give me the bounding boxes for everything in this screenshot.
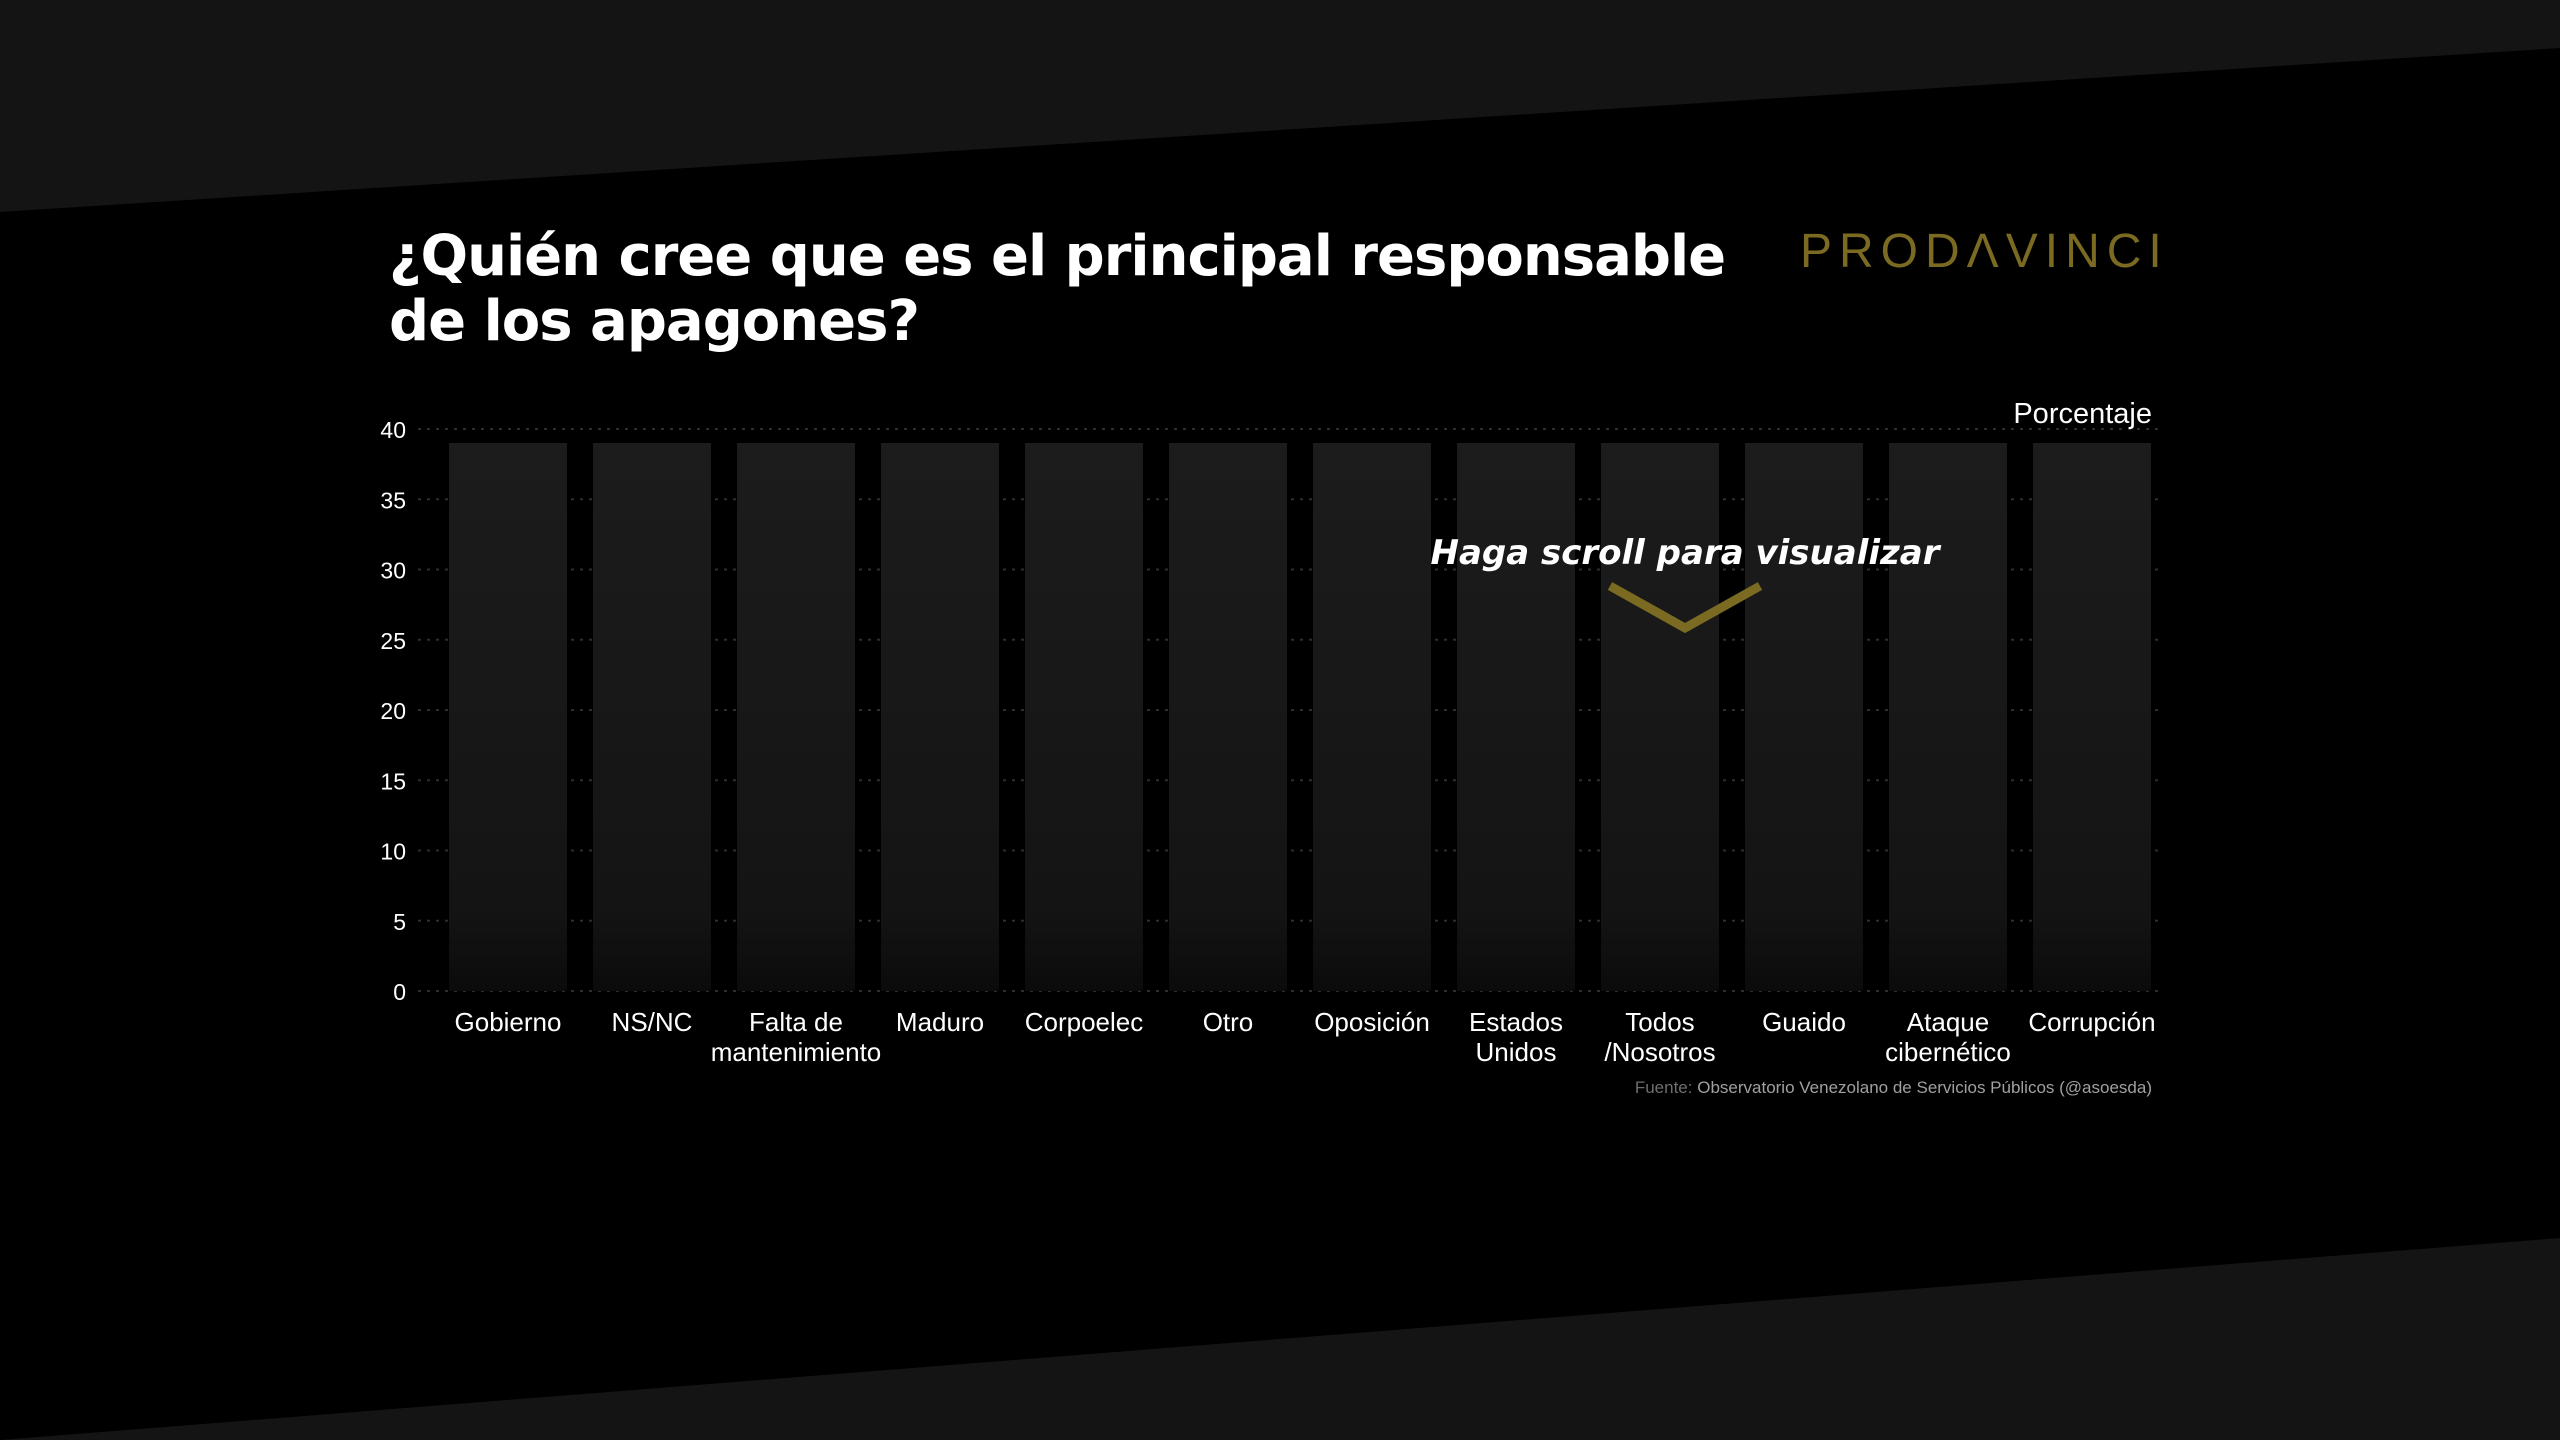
bar[interactable] <box>1889 443 2007 991</box>
bar[interactable] <box>737 443 855 991</box>
bar[interactable] <box>2033 443 2151 991</box>
x-category-label-line: Gobierno <box>455 1007 562 1037</box>
y-tick-label: 25 <box>380 628 406 654</box>
chart-title-line-2: de los apagones? <box>389 289 920 354</box>
x-category-label-line: cibernético <box>1885 1037 2011 1067</box>
source-note: Fuente: Observatorio Venezolano de Servi… <box>1400 1076 2152 1100</box>
x-category-label: Corpoelec <box>1025 1007 1144 1037</box>
x-category-label-line: mantenimiento <box>711 1037 882 1067</box>
x-axis-labels: Gobierno NS/NC Falta de mantenimiento Maduro… <box>455 1007 2156 1067</box>
source-link[interactable]: Observatorio Venezolano de Servicios Púb… <box>1697 1078 2152 1097</box>
bar[interactable] <box>1025 443 1143 991</box>
bar[interactable] <box>1313 443 1431 991</box>
y-tick-label: 20 <box>380 698 406 724</box>
prodavinci-logo[interactable]: PRODΛVINCI <box>1800 225 2169 278</box>
bar[interactable] <box>1169 443 1287 991</box>
bar[interactable] <box>1601 443 1719 991</box>
source-prefix: Fuente: <box>1634 1078 1693 1097</box>
y-tick-label: 35 <box>380 487 406 513</box>
x-category-label: NS/NC <box>612 1007 693 1037</box>
x-category-label: Oposición <box>1314 1007 1430 1037</box>
y-tick-label: 30 <box>380 558 406 584</box>
x-category-label: Falta de mantenimiento <box>711 1007 882 1067</box>
bottom-diagonal-band <box>0 1238 2560 1440</box>
x-category-label: Ataque cibernético <box>1885 1007 2011 1067</box>
x-category-label-line: Corpoelec <box>1025 1007 1144 1037</box>
x-category-label: Otro <box>1203 1007 1254 1037</box>
scroll-down-chevron-icon[interactable] <box>1607 582 1763 634</box>
x-category-label-line: Unidos <box>1476 1037 1557 1067</box>
top-diagonal-band <box>0 0 2560 212</box>
x-category-label: Guaido <box>1762 1007 1846 1037</box>
x-category-label: Maduro <box>896 1007 984 1037</box>
x-category-label-line: Guaido <box>1762 1007 1846 1037</box>
y-axis-label: Porcentaje <box>2013 398 2152 430</box>
x-category-label-line: Oposición <box>1314 1007 1430 1037</box>
chart-title-line-1: ¿Quién cree que es el principal responsa… <box>389 224 1726 289</box>
bars <box>449 443 2151 991</box>
x-category-label-line: Todos <box>1625 1007 1694 1037</box>
y-axis-ticks: 0 5 10 15 20 25 30 35 40 <box>380 417 406 1005</box>
x-category-label-line: Otro <box>1203 1007 1254 1037</box>
bar[interactable] <box>449 443 567 991</box>
x-category-label: Gobierno <box>455 1007 562 1037</box>
x-category-label: Corrupción <box>2028 1007 2155 1037</box>
bar[interactable] <box>881 443 999 991</box>
bar[interactable] <box>593 443 711 991</box>
x-category-label-line: NS/NC <box>612 1007 693 1037</box>
x-category-label-line: /Nosotros <box>1604 1037 1715 1067</box>
bar[interactable] <box>1745 443 1863 991</box>
x-category-label: Estados Unidos <box>1469 1007 1563 1067</box>
x-category-label-line: Falta de <box>749 1007 843 1037</box>
x-category-label-line: Estados <box>1469 1007 1563 1037</box>
y-tick-label: 15 <box>380 768 406 794</box>
x-category-label: Todos/Nosotros <box>1604 1007 1715 1067</box>
x-category-label-line: Maduro <box>896 1007 984 1037</box>
y-tick-label: 5 <box>393 909 406 935</box>
y-tick-label: 10 <box>380 839 406 865</box>
x-category-label-line: Corrupción <box>2028 1007 2155 1037</box>
y-tick-label: 0 <box>393 979 406 1005</box>
x-category-label-line: Ataque <box>1907 1007 1989 1037</box>
scroll-hint-label: Haga scroll para visualizar <box>1430 533 1940 573</box>
y-tick-label: 40 <box>380 417 406 443</box>
bar[interactable] <box>1457 443 1575 991</box>
